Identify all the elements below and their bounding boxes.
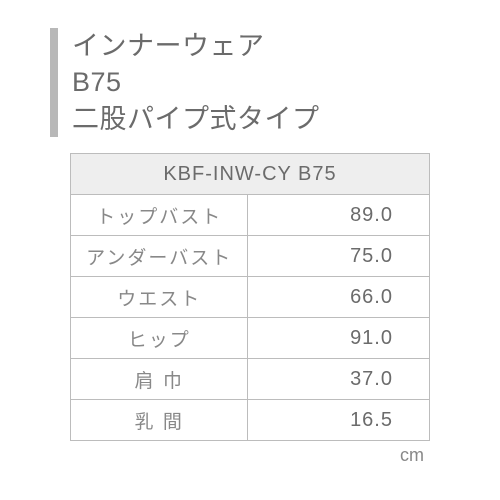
model-code-cell: KBF-INW-CY B75 (71, 154, 430, 195)
table-row: トップバスト 89.0 (71, 195, 430, 236)
measure-label: 乳 間 (71, 400, 248, 441)
measure-value: 89.0 (248, 195, 430, 236)
title-line-1: インナーウェア (72, 28, 450, 64)
measure-value: 91.0 (248, 318, 430, 359)
measure-label: ウエスト (71, 277, 248, 318)
measure-value: 75.0 (248, 236, 430, 277)
measure-value: 37.0 (248, 359, 430, 400)
measure-label: ヒップ (71, 318, 248, 359)
table-row: 乳 間 16.5 (71, 400, 430, 441)
title-block: インナーウェア B75 二股パイプ式タイプ (50, 28, 450, 137)
measure-value: 16.5 (248, 400, 430, 441)
measure-label: 肩 巾 (71, 359, 248, 400)
table-row: ウエスト 66.0 (71, 277, 430, 318)
measure-value: 66.0 (248, 277, 430, 318)
measure-label: アンダーバスト (71, 236, 248, 277)
table-row: アンダーバスト 75.0 (71, 236, 430, 277)
unit-label: cm (70, 445, 430, 466)
spec-table: KBF-INW-CY B75 トップバスト 89.0 アンダーバスト 75.0 … (70, 153, 430, 441)
table-row: ヒップ 91.0 (71, 318, 430, 359)
measure-label: トップバスト (71, 195, 248, 236)
model-code-row: KBF-INW-CY B75 (71, 154, 430, 195)
title-line-2: B75 (72, 64, 450, 100)
table-row: 肩 巾 37.0 (71, 359, 430, 400)
title-line-3: 二股パイプ式タイプ (72, 101, 450, 137)
